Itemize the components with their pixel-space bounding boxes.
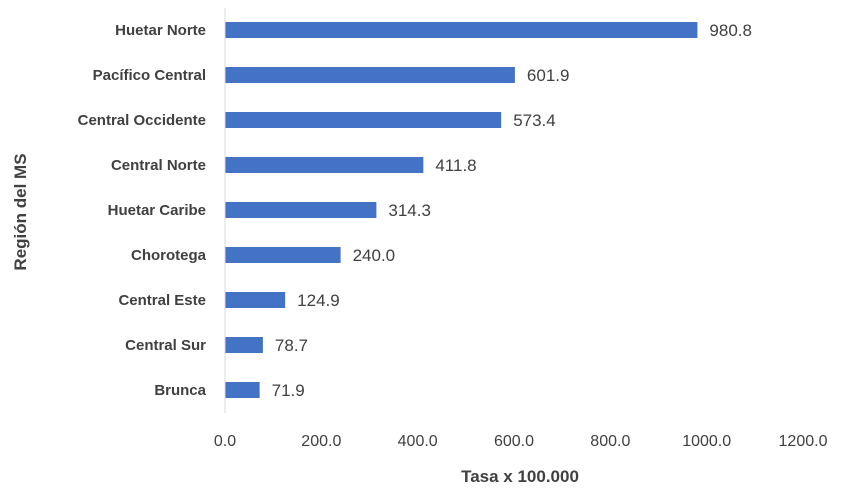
bar — [225, 292, 286, 308]
bar — [225, 382, 260, 398]
x-tick-label: 1200.0 — [779, 433, 828, 450]
category-label: Huetar Norte — [115, 22, 206, 39]
category-label: Central Norte — [111, 157, 206, 174]
category-label: Central Este — [118, 292, 206, 309]
category-label: Chorotega — [131, 247, 207, 264]
bar — [225, 247, 341, 263]
data-label: 240.0 — [353, 246, 396, 265]
category-label: Central Occidente — [78, 112, 206, 129]
x-tick-label: 200.0 — [301, 433, 341, 450]
x-tick-label: 0.0 — [214, 433, 236, 450]
category-label: Pacífico Central — [93, 67, 206, 84]
data-label: 314.3 — [388, 201, 431, 220]
bar — [225, 337, 263, 353]
bar — [225, 112, 502, 128]
x-axis-title: Tasa x 100.000 — [461, 467, 579, 486]
bar — [225, 202, 377, 218]
x-tick-label: 1000.0 — [682, 433, 731, 450]
x-tick-labels: 0.0 200.0 400.0 600.0 800.0 1000.0 1200.0 — [214, 433, 828, 450]
data-label: 411.8 — [435, 156, 476, 175]
data-label: 78.7 — [275, 336, 308, 355]
bar — [225, 67, 515, 83]
value-labels: 980.8 601.9 573.4 411.8 314.3 240.0 124.9 78.7 7… — [272, 21, 752, 400]
data-label: 601.9 — [527, 66, 570, 85]
category-label: Central Sur — [125, 337, 206, 354]
data-label: 980.8 — [709, 21, 752, 40]
bars-layer — [225, 22, 698, 398]
bar — [225, 157, 424, 173]
y-axis-title: Región del MS — [11, 153, 30, 270]
x-tick-label: 400.0 — [398, 433, 438, 450]
x-tick-label: 800.0 — [590, 433, 630, 450]
x-tick-label: 600.0 — [494, 433, 534, 450]
category-label: Brunca — [154, 382, 206, 399]
data-label: 573.4 — [513, 111, 556, 130]
data-label: 124.9 — [297, 291, 340, 310]
data-label: 71.9 — [272, 381, 305, 400]
bar — [225, 22, 698, 38]
category-label: Huetar Caribe — [108, 202, 206, 219]
category-labels: Huetar Norte Pacífico Central Central Occi… — [78, 22, 207, 399]
